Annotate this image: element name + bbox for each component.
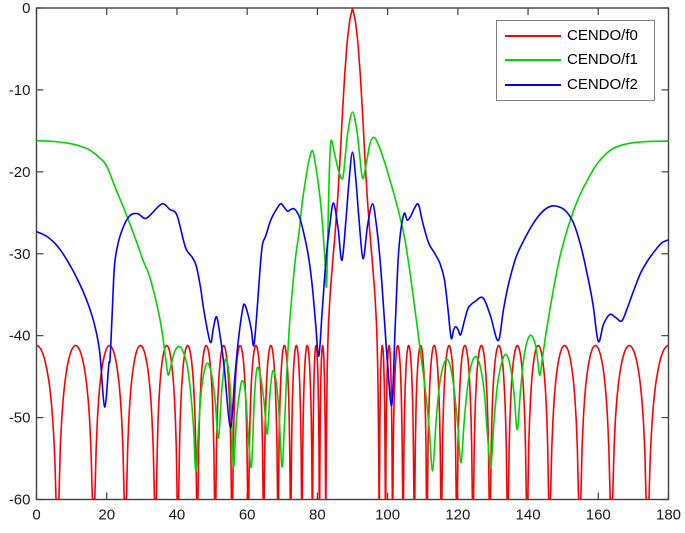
x-tick-label: 40 — [169, 507, 186, 524]
curve-cendo-f0 — [36, 8, 669, 500]
y-tick-label: -10 — [9, 82, 31, 99]
legend: CENDO/f0 CENDO/f1 CENDO/f2 — [496, 20, 655, 101]
x-tick-label: 60 — [239, 507, 256, 524]
x-tick-label: 100 — [375, 507, 400, 524]
y-tick-label: -20 — [9, 164, 31, 181]
legend-label-f0: CENDO/f0 — [567, 27, 638, 45]
y-tick-label: -30 — [9, 246, 31, 263]
y-tick-label: -40 — [9, 328, 31, 345]
x-tick-label: 120 — [445, 507, 470, 524]
legend-item-f0: CENDO/f0 — [497, 24, 654, 48]
curves-layer — [36, 8, 669, 500]
curve-cendo-f1 — [36, 111, 669, 472]
x-tick-label: 80 — [309, 507, 326, 524]
y-tick-label: -50 — [9, 410, 31, 427]
x-tick-label: 0 — [32, 507, 40, 524]
x-tick-label: 140 — [516, 507, 541, 524]
legend-item-f1: CENDO/f1 — [497, 48, 654, 72]
legend-line-sample-f2 — [505, 83, 561, 86]
x-tick-label: 180 — [656, 507, 681, 524]
legend-line-sample-f1 — [505, 59, 561, 62]
legend-label-f2: CENDO/f2 — [567, 75, 638, 93]
x-tick-label: 160 — [586, 507, 611, 524]
curve-cendo-f2 — [36, 151, 669, 429]
legend-line-sample-f0 — [505, 35, 561, 38]
legend-label-f1: CENDO/f1 — [567, 51, 638, 69]
legend-item-f2: CENDO/f2 — [497, 73, 654, 97]
x-tick-label: 20 — [98, 507, 115, 524]
y-tick-label: -60 — [9, 492, 31, 509]
y-tick-label: 0 — [22, 0, 30, 17]
